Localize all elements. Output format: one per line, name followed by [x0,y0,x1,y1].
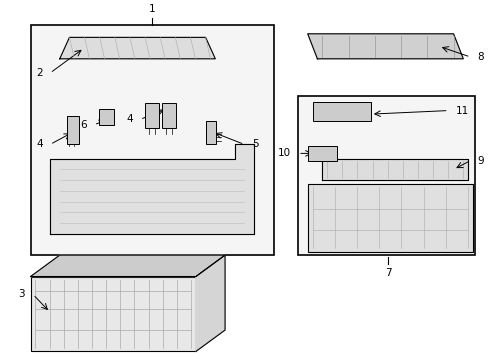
Text: 7: 7 [384,267,390,278]
Polygon shape [50,144,254,234]
Polygon shape [307,34,462,59]
Text: 5: 5 [251,139,258,149]
Bar [162,103,176,129]
Text: 9: 9 [476,156,483,166]
Bar [99,109,114,125]
Text: 4: 4 [126,114,132,125]
Text: 11: 11 [455,105,468,116]
Text: 4: 4 [36,139,42,149]
Text: 10: 10 [277,148,290,158]
Polygon shape [60,37,215,59]
Text: 8: 8 [476,52,483,62]
Polygon shape [196,255,224,351]
Text: 1: 1 [148,4,155,14]
Bar [205,121,216,144]
Text: 6: 6 [80,120,86,130]
Bar [307,146,336,161]
Bar [312,102,370,121]
Polygon shape [30,255,224,276]
Bar [30,276,196,351]
Bar [30,25,273,255]
Bar [145,103,159,129]
Polygon shape [322,159,467,180]
Text: 3: 3 [18,289,25,300]
Bar [307,184,472,252]
Bar [297,96,474,255]
Bar [67,116,79,144]
Text: 2: 2 [36,68,42,78]
